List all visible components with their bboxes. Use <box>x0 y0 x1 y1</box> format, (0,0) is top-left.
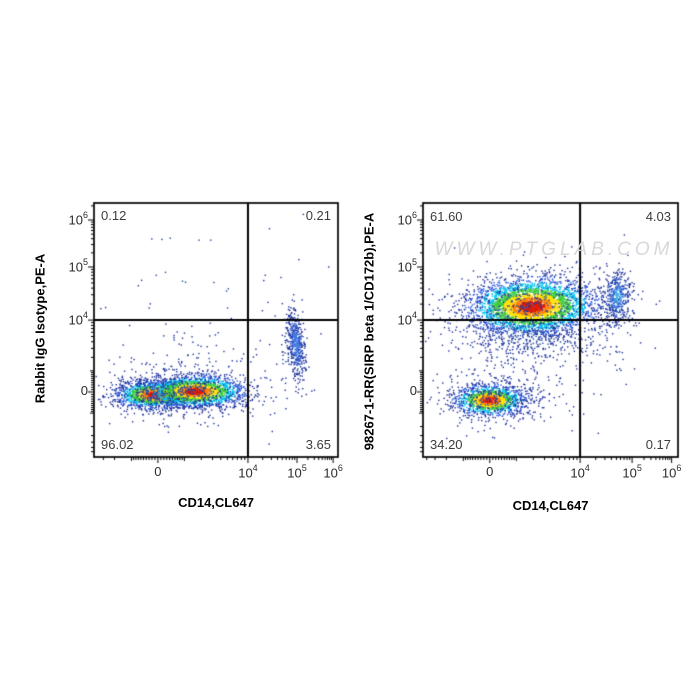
y-tick-label: 104 <box>397 310 417 328</box>
left-x-axis-label: CD14,CL647 <box>178 495 254 510</box>
y-tick-label: 105 <box>68 257 88 275</box>
y-tick-label: 106 <box>397 210 417 228</box>
x-tick-label: 106 <box>323 463 343 481</box>
quadrant-percent-lower-right: 3.65 <box>305 437 331 452</box>
y-tick-label: 0 <box>409 382 417 398</box>
quadrant-percent-upper-left: 0.12 <box>101 208 127 223</box>
left-dot-plot-canvas <box>60 190 350 472</box>
y-tick-label: 0 <box>80 382 88 398</box>
x-tick-label: 105 <box>287 463 307 481</box>
x-tick-label: 0 <box>486 464 494 479</box>
ptglab-watermark: WWW.PTGLAB.COM <box>434 239 674 260</box>
quadrant-percent-upper-right: 0.21 <box>305 208 331 223</box>
quadrant-percent-upper-left: 61.60 <box>430 209 463 224</box>
x-tick-label: 105 <box>622 463 642 481</box>
x-tick-label: 104 <box>570 463 590 481</box>
quadrant-percent-upper-right: 4.03 <box>645 209 671 224</box>
x-tick-label: 106 <box>661 463 682 481</box>
quadrant-percent-lower-left: 34.20 <box>430 437 463 452</box>
x-tick-label: 0 <box>154 464 162 479</box>
x-tick-label: 104 <box>238 463 258 481</box>
quadrant-percent-lower-left: 96.02 <box>101 437 134 452</box>
y-tick-label: 106 <box>68 210 88 228</box>
right-dot-plot-canvas <box>390 190 690 472</box>
quadrant-percent-lower-right: 0.17 <box>645 437 671 452</box>
y-tick-label: 104 <box>68 310 88 328</box>
y-tick-label: 105 <box>397 257 417 275</box>
right-x-axis-label: CD14,CL647 <box>512 498 589 513</box>
right-y-axis-label: 98267-1-RR(SIRP beta 1/CD172b),PE-A <box>361 212 377 451</box>
